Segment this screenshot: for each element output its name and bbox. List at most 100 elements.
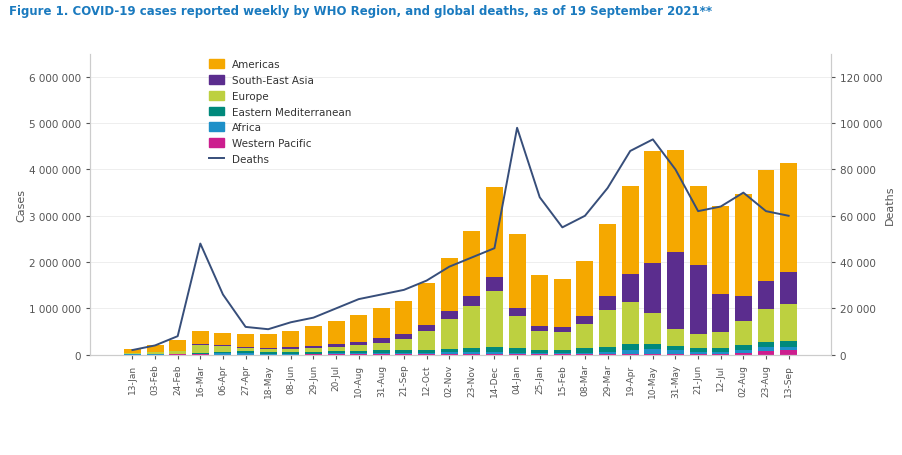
Bar <box>734 296 751 322</box>
Text: Figure 1. COVID-19 cases reported weekly by WHO Region, and global deaths, as of: Figure 1. COVID-19 cases reported weekly… <box>9 5 712 18</box>
Bar <box>440 353 457 354</box>
Deaths <box>534 195 545 201</box>
Bar <box>575 317 593 324</box>
Bar <box>508 316 525 349</box>
Bar <box>463 348 480 352</box>
Bar <box>553 333 570 350</box>
Y-axis label: Cases: Cases <box>16 188 26 221</box>
Bar <box>689 335 705 348</box>
Bar <box>327 347 345 351</box>
Deaths <box>195 241 206 247</box>
Bar <box>395 339 412 350</box>
Bar <box>734 350 751 353</box>
Bar <box>667 151 683 253</box>
Bar <box>418 350 435 353</box>
Bar <box>644 349 660 354</box>
Deaths <box>375 292 386 298</box>
Bar <box>757 310 774 342</box>
Bar <box>282 354 299 355</box>
Bar <box>712 332 729 348</box>
Deaths <box>669 167 680 173</box>
Bar <box>485 347 502 352</box>
Bar <box>373 343 390 351</box>
Bar <box>621 275 638 303</box>
Bar <box>598 310 615 347</box>
Bar <box>779 164 796 273</box>
Bar <box>440 258 457 311</box>
Bar <box>779 342 796 347</box>
Bar <box>169 340 186 351</box>
Bar <box>508 349 525 353</box>
Bar <box>191 354 208 355</box>
Deaths <box>511 126 522 131</box>
Bar <box>485 278 502 291</box>
Deaths <box>782 213 793 219</box>
Bar <box>621 344 638 351</box>
Bar <box>327 351 345 354</box>
Bar <box>689 352 705 354</box>
Y-axis label: Deaths: Deaths <box>884 185 894 224</box>
Bar <box>712 354 729 355</box>
Bar <box>712 294 729 332</box>
Bar <box>327 321 345 344</box>
Bar <box>282 348 299 349</box>
Deaths <box>443 264 454 270</box>
Bar <box>621 354 638 355</box>
Deaths <box>398 288 409 293</box>
Bar <box>237 351 253 354</box>
Deaths <box>127 348 138 353</box>
Deaths <box>579 213 590 219</box>
Deaths <box>602 186 612 191</box>
Bar <box>598 296 615 310</box>
Bar <box>237 334 253 348</box>
Bar <box>553 279 570 328</box>
Bar <box>689 187 705 265</box>
Bar <box>350 351 367 354</box>
Deaths <box>285 320 296 325</box>
Deaths <box>466 255 477 261</box>
Bar <box>418 331 435 350</box>
Bar <box>373 353 390 354</box>
Bar <box>215 352 231 354</box>
Bar <box>734 322 751 345</box>
Bar <box>215 346 231 352</box>
Deaths <box>692 209 703 214</box>
Deaths <box>557 225 567 231</box>
Bar <box>757 342 774 348</box>
Bar <box>327 354 345 355</box>
Bar <box>553 350 570 354</box>
Bar <box>621 351 638 354</box>
Deaths <box>737 191 748 196</box>
Bar <box>305 354 322 355</box>
Bar <box>644 344 660 349</box>
Bar <box>485 354 502 355</box>
Bar <box>530 275 548 326</box>
Bar <box>305 327 322 346</box>
Bar <box>260 354 276 355</box>
Bar <box>757 170 774 281</box>
Bar <box>463 354 480 355</box>
Bar <box>485 187 502 278</box>
Bar <box>689 348 705 352</box>
Bar <box>440 311 457 320</box>
Bar <box>667 347 683 351</box>
Bar <box>463 306 480 348</box>
Bar <box>440 320 457 349</box>
Bar <box>373 308 390 339</box>
Bar <box>146 345 163 352</box>
Bar <box>191 331 208 344</box>
Bar <box>644 263 660 314</box>
Bar <box>644 354 660 355</box>
Bar <box>779 304 796 342</box>
Bar <box>598 224 615 296</box>
Bar <box>667 329 683 347</box>
Bar <box>644 314 660 344</box>
Bar <box>621 187 638 275</box>
Bar <box>598 352 615 354</box>
Bar <box>282 349 299 352</box>
Bar <box>237 348 253 349</box>
Bar <box>644 152 660 263</box>
Bar <box>757 351 774 355</box>
Bar <box>350 315 367 342</box>
Bar <box>350 345 367 351</box>
